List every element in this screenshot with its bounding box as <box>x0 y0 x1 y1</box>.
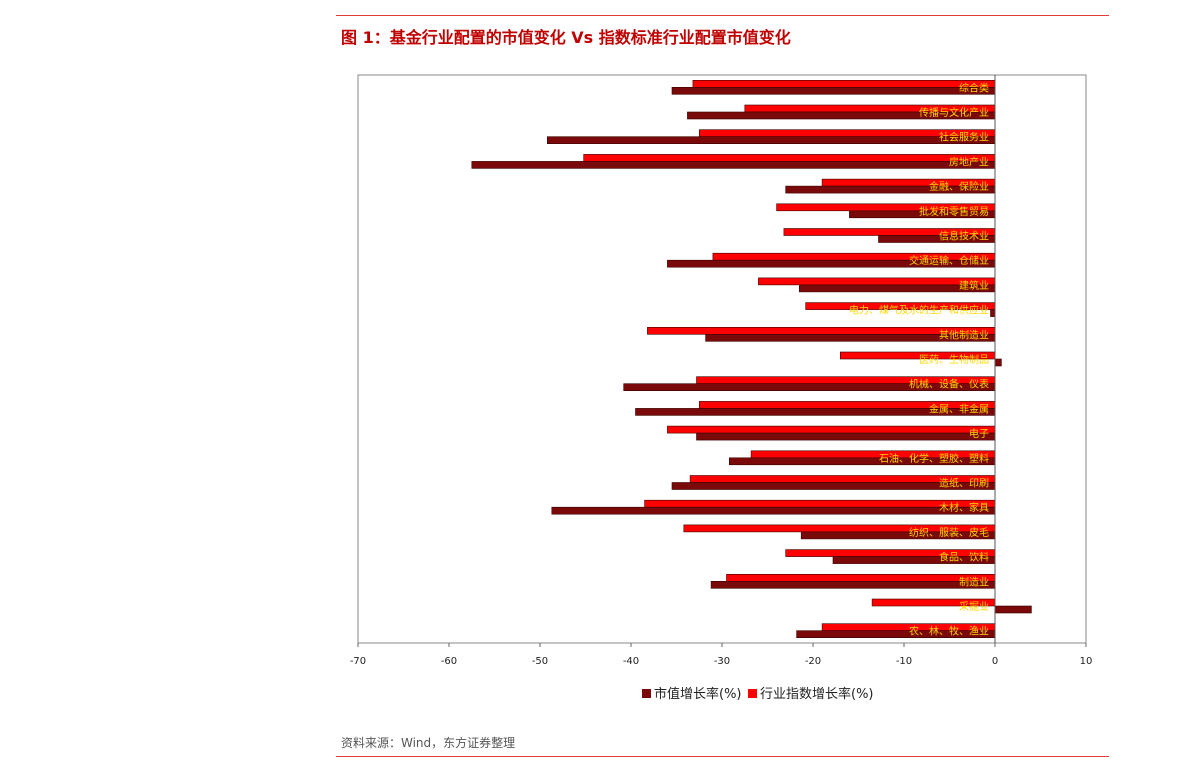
bar-market-value <box>696 432 996 441</box>
category-label: 金融、保险业 <box>929 180 989 193</box>
category-label: 综合类 <box>959 81 989 94</box>
category-label: 采掘业 <box>959 600 989 613</box>
category-label: 食品、饮料 <box>939 551 989 564</box>
bottom-rule <box>336 756 1109 757</box>
x-tick-label: -30 <box>714 656 730 667</box>
bars-group <box>471 80 1032 639</box>
category-label: 电子 <box>969 427 989 440</box>
top-rule <box>336 15 1109 16</box>
category-labels: 综合类传播与文化产业社会服务业房地产业金融、保险业批发和零售贸易信息技术业交通运… <box>849 81 989 637</box>
category-label: 信息技术业 <box>939 230 989 243</box>
figure-title: 图 1：基金行业配置的市值变化 Vs 指数标准行业配置市值变化 <box>341 28 791 47</box>
bar-index <box>692 80 996 88</box>
bar-market-value <box>546 136 996 144</box>
legend-label-market-value: 市值增长率(%) <box>654 686 742 702</box>
category-label: 其他制造业 <box>939 328 989 341</box>
bar-market-value <box>671 87 996 95</box>
category-label: 社会服务业 <box>939 131 989 144</box>
category-label: 制造业 <box>959 575 989 588</box>
x-tick-label: -60 <box>441 656 457 667</box>
bar-chart: 综合类传播与文化产业社会服务业房地产业金融、保险业批发和零售贸易信息技术业交通运… <box>350 74 1093 702</box>
category-label: 木材、家具 <box>939 501 989 514</box>
category-label: 造纸、印刷 <box>939 477 989 490</box>
category-label: 农、林、牧、渔业 <box>909 625 989 638</box>
bar-market-value <box>994 358 1002 367</box>
category-label: 房地产业 <box>949 155 989 168</box>
x-axis-ticks: -70 -60 -50 -40 -30 -20 -10 0 10 <box>350 643 1093 667</box>
category-label: 电力、煤气及水的生产和供应业 <box>849 304 989 317</box>
bar-index <box>667 425 996 434</box>
bar-market-value <box>994 605 1032 614</box>
category-label: 传播与文化产业 <box>919 106 989 119</box>
x-tick-label: -50 <box>532 656 548 667</box>
x-tick-label: 10 <box>1080 656 1093 667</box>
x-tick-label: -10 <box>896 656 912 667</box>
bar-market-value <box>710 580 996 589</box>
x-tick-label: -40 <box>623 656 639 667</box>
category-label: 金属、非金属 <box>929 402 989 415</box>
x-tick-label: 0 <box>992 656 998 667</box>
legend: 市值增长率(%) 行业指数增长率(%) <box>642 686 874 702</box>
category-label: 石油、化学、塑胶、塑料 <box>879 452 989 465</box>
bar-index <box>583 154 996 162</box>
legend-swatch-index <box>748 689 757 698</box>
x-tick-label: -20 <box>805 656 821 667</box>
legend-swatch-market-value <box>642 689 651 698</box>
category-label: 纺织、服装、皮毛 <box>909 526 989 539</box>
legend-label-index: 行业指数增长率(%) <box>760 686 874 702</box>
bar-index <box>726 573 996 582</box>
category-label: 医药、生物制品 <box>919 353 989 366</box>
bar-market-value <box>990 309 996 317</box>
source-note: 资料来源：Wind，东方证券整理 <box>341 736 516 750</box>
bar-market-value <box>471 161 996 169</box>
category-label: 交通运输、仓储业 <box>909 254 989 267</box>
category-label: 批发和零售贸易 <box>919 205 989 218</box>
category-label: 机械、设备、仪表 <box>909 378 989 391</box>
x-tick-label: -70 <box>350 656 366 667</box>
bar-market-value <box>551 506 996 515</box>
category-label: 建筑业 <box>959 279 989 292</box>
